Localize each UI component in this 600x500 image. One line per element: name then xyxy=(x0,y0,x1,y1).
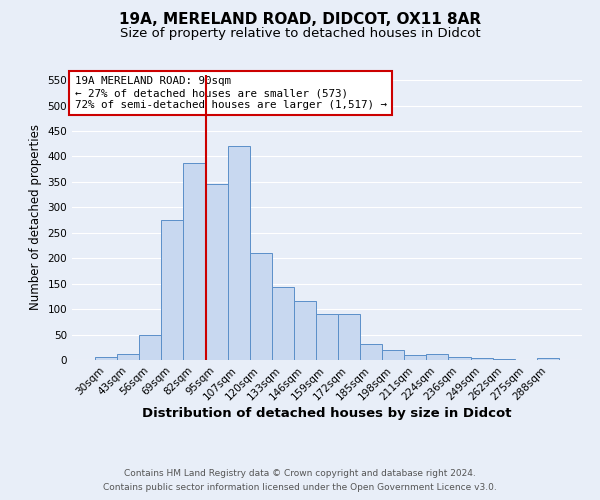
Text: 19A, MERELAND ROAD, DIDCOT, OX11 8AR: 19A, MERELAND ROAD, DIDCOT, OX11 8AR xyxy=(119,12,481,28)
Bar xyxy=(448,358,470,360)
Bar xyxy=(360,344,382,360)
Bar xyxy=(161,220,184,360)
Bar xyxy=(294,301,316,360)
Text: Contains public sector information licensed under the Open Government Licence v3: Contains public sector information licen… xyxy=(103,484,497,492)
Text: 19A MERELAND ROAD: 90sqm
← 27% of detached houses are smaller (573)
72% of semi-: 19A MERELAND ROAD: 90sqm ← 27% of detach… xyxy=(74,76,386,110)
Bar xyxy=(95,358,117,360)
Bar xyxy=(404,355,427,360)
Bar xyxy=(139,335,161,360)
Bar xyxy=(427,354,448,360)
Text: Size of property relative to detached houses in Didcot: Size of property relative to detached ho… xyxy=(119,28,481,40)
Bar xyxy=(382,350,404,360)
Bar xyxy=(227,146,250,360)
Bar xyxy=(316,314,338,360)
Bar xyxy=(250,252,272,360)
Y-axis label: Number of detached properties: Number of detached properties xyxy=(29,124,42,310)
Bar xyxy=(184,162,206,360)
Bar xyxy=(338,314,360,360)
X-axis label: Distribution of detached houses by size in Didcot: Distribution of detached houses by size … xyxy=(142,408,512,420)
Bar xyxy=(117,354,139,360)
Bar xyxy=(470,358,493,360)
Bar xyxy=(206,184,227,360)
Bar xyxy=(537,358,559,360)
Text: Contains HM Land Registry data © Crown copyright and database right 2024.: Contains HM Land Registry data © Crown c… xyxy=(124,468,476,477)
Bar xyxy=(272,287,294,360)
